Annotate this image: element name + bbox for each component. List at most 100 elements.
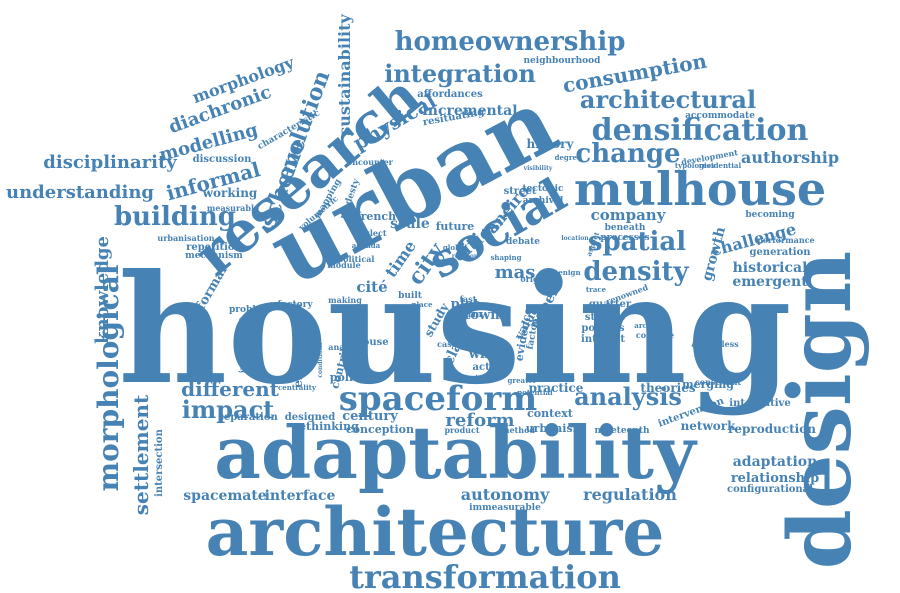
cloud-word-debate: debate: [506, 237, 540, 247]
cloud-word-regulation: regulation: [583, 485, 677, 504]
cloud-word-place: place: [412, 300, 433, 309]
cloud-word-urbanisation: urbanisation: [157, 233, 214, 243]
cloud-word-combine: combine: [636, 330, 674, 340]
cloud-word-performance: performance: [757, 235, 814, 245]
cloud-word-relationship: relationship: [731, 471, 819, 486]
cloud-word-authorless: authorless: [691, 339, 739, 349]
cloud-word-sustainability: sustainability: [335, 14, 354, 136]
cloud-word-nineteenth: nineteenth: [594, 426, 650, 436]
cloud-word-housing: housing: [118, 242, 792, 418]
cloud-word-mechanism: mechanism: [185, 251, 243, 261]
cloud-word-making: making: [328, 295, 362, 305]
cloud-word-french: french: [356, 210, 396, 223]
cloud-word-relation: relation: [452, 253, 479, 260]
cloud-word-term: term: [458, 310, 483, 320]
cloud-word-trace: trace: [586, 285, 607, 294]
cloud-word-location: location: [561, 235, 589, 242]
cloud-word-fast: fast: [460, 294, 477, 304]
cloud-word-problem: problem: [229, 305, 271, 315]
cloud-word-rethinking: rethinking: [293, 420, 359, 433]
cloud-word-integrative: integrative: [729, 398, 790, 409]
cloud-word-policies: policies: [581, 323, 625, 334]
cloud-word-transformation: transformation: [349, 558, 621, 593]
cloud-word-greater: greater: [508, 376, 537, 385]
cloud-word-original: original: [520, 274, 555, 284]
cloud-word-densification: densification: [592, 113, 809, 148]
cloud-word-product: product: [444, 425, 479, 435]
cloud-word-network: network: [681, 419, 737, 433]
cloud-word-autonomy: autonomy: [461, 485, 550, 504]
cloud-word-context: context: [527, 407, 574, 420]
cloud-word-mulhouse: mulhouse: [574, 162, 826, 216]
cloud-word-centrality: centrality: [278, 383, 317, 392]
cloud-word-repetition: repetition: [186, 242, 242, 253]
cloud-word-impact: impact: [182, 395, 275, 424]
cloud-word-configurational: configurational: [727, 484, 813, 495]
cloud-word-integration: integration: [384, 59, 536, 88]
cloud-word-whole: whole: [468, 347, 512, 362]
cloud-word-module: module: [327, 260, 360, 270]
cloud-word-architecture: architecture: [206, 493, 665, 571]
cloud-word-neglect: neglect: [353, 228, 387, 238]
cloud-word-studies: studies: [585, 312, 626, 323]
cloud-word-case: case: [437, 339, 457, 349]
cloud-word-potential: potential: [517, 388, 553, 397]
cloud-word-analyse: analyse: [328, 342, 361, 352]
cloud-word-incremental: incremental: [422, 103, 517, 119]
cloud-word-history: history: [527, 137, 575, 151]
cloud-word-processes: processes: [600, 233, 649, 243]
cloud-word-global: global: [443, 243, 468, 252]
cloud-word-street: street: [504, 186, 537, 197]
cloud-word-generation: generation: [749, 247, 811, 258]
cloud-word-understanding: understanding: [6, 182, 154, 203]
cloud-word-disciplinarity: disciplinarity: [43, 152, 177, 173]
cloud-word-cit-: cité: [356, 278, 387, 296]
cloud-word-visibility: visibility: [523, 165, 553, 172]
cloud-word-building: building: [114, 202, 236, 232]
cloud-word-policy: policy: [330, 371, 367, 384]
cloud-word-action: action: [473, 362, 509, 373]
cloud-word-town: town: [464, 308, 500, 323]
cloud-word-homeownership: homeownership: [395, 27, 626, 57]
cloud-word-constraint: constraint: [695, 377, 741, 387]
cloud-word-designed: designed: [285, 412, 335, 423]
cloud-word-reproduction: reproduction: [728, 422, 816, 436]
cloud-word-inherent: inherent: [541, 373, 576, 382]
cloud-word-intersection: intersection: [154, 428, 165, 496]
cloud-word-method: method: [501, 425, 535, 435]
cloud-word-plot: plot: [451, 297, 480, 312]
cloud-word-interface: interface: [265, 488, 336, 504]
cloud-word-authorship: authorship: [741, 148, 839, 167]
cloud-word-beneath: beneath: [605, 223, 646, 233]
cloud-word-knowledge: knowledge: [92, 236, 113, 344]
cloud-word-urbanism: urbanism: [526, 422, 585, 435]
cloud-word-architectural: architectural: [580, 85, 756, 114]
cloud-word-scale: scale: [390, 216, 430, 232]
cloud-word-interest: interest: [581, 334, 625, 345]
cloud-word-density: density: [583, 257, 689, 287]
cloud-word-factory: factory: [277, 300, 313, 310]
cloud-word-century: century: [342, 409, 398, 424]
cloud-word-conception: conception: [346, 423, 414, 436]
cloud-word-historical: historical: [733, 260, 808, 276]
cloud-word-typologies: typologies: [675, 161, 715, 170]
cloud-word-spacemate: spacemate: [183, 488, 267, 504]
cloud-word-built: built: [398, 291, 423, 301]
cloud-word-working: working: [202, 186, 258, 200]
cloud-word-adaptability: adaptability: [214, 410, 698, 495]
cloud-word-discussion: discussion: [193, 154, 253, 165]
cloud-word-quarter: quarter: [589, 299, 632, 310]
cloud-word-mas: mas: [495, 262, 536, 283]
cloud-word-conditions: conditions: [317, 342, 324, 378]
cloud-word-measurable: measurable: [207, 203, 259, 213]
cloud-word-different: different: [181, 377, 280, 401]
cloud-word-analysis: analysis: [574, 382, 682, 411]
cloud-word-design: design: [770, 251, 871, 570]
cloud-word-agenda: agenda: [352, 241, 381, 250]
cloud-word-separation: separation: [218, 412, 278, 423]
cloud-word-reform: reform: [445, 410, 514, 431]
cloud-word-practice: practice: [529, 381, 584, 395]
cloud-word-house: house: [355, 337, 388, 348]
